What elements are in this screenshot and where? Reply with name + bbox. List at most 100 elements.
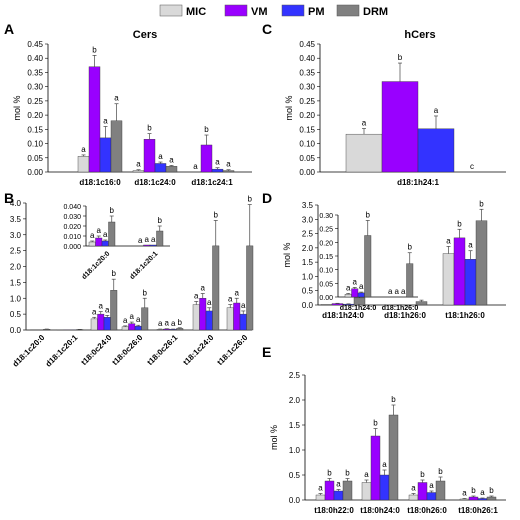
inset-bar-pm	[357, 292, 365, 298]
bar-mic	[320, 304, 333, 306]
inset-y-tick-label: 0.00	[319, 295, 333, 302]
bar-mic	[315, 494, 326, 501]
legend-swatch-drm	[336, 4, 360, 17]
bar-vm	[88, 66, 101, 173]
bar-pm	[154, 163, 167, 173]
bar-pm	[417, 128, 455, 173]
bar-pm	[211, 168, 224, 173]
y-tick-label: 0.20	[27, 111, 43, 120]
inset-y-tick-label: 0.040	[63, 204, 81, 211]
significance-letter: a	[235, 288, 240, 297]
bar-mic	[345, 133, 383, 173]
legend-label-mic: MIC	[186, 6, 206, 18]
bar-mic	[459, 498, 470, 501]
y-tick-label: 2.5	[302, 230, 314, 239]
bar-pm	[464, 259, 477, 306]
bar-pm	[169, 329, 177, 331]
inset-bar-drm	[108, 221, 116, 247]
y-tick-label: 0.0	[302, 301, 314, 310]
inset-bar-vm	[143, 244, 151, 247]
bar-mic	[121, 326, 129, 331]
bar-drm	[165, 166, 178, 173]
bar-pm	[205, 310, 213, 331]
legend-swatch-mic	[159, 4, 183, 17]
significance-letter: a	[193, 162, 198, 171]
bar-mic	[77, 156, 90, 173]
bar-vm	[233, 302, 241, 331]
panels: A Cers mol % 0.00 0.05 0.10 0.15 0.20 0.25 0.30 0.…	[4, 21, 506, 515]
y-tick-label: 0.40	[27, 54, 43, 63]
significance-letter: a	[158, 319, 163, 328]
y-axis-label: mol %	[282, 242, 292, 267]
y-tick-label: 3.5	[302, 201, 314, 210]
significance-letter: a	[105, 305, 110, 314]
bar-mic	[408, 494, 419, 501]
inset-y-tick-label: 0.20	[319, 240, 333, 247]
significance-letter: a	[194, 291, 199, 300]
y-tick-label: 2.0	[10, 263, 22, 272]
bar-mic	[226, 307, 234, 331]
bar-vm	[143, 139, 156, 173]
significance-letter: b	[489, 486, 494, 495]
category-label: t18:1c24:0	[181, 333, 215, 367]
inset-significance-letter: a	[138, 236, 143, 245]
inset-bar-drm	[156, 230, 164, 247]
bar-drm	[110, 120, 123, 173]
significance-letter: b	[391, 395, 396, 404]
significance-letter: a	[103, 116, 108, 125]
category-label: d18:1h24:1	[397, 178, 439, 187]
y-axis-label: mol %	[269, 425, 279, 450]
inset-bar-vm	[95, 237, 103, 247]
legend-swatch-vm	[224, 4, 248, 17]
significance-letter: b	[327, 469, 332, 478]
y-tick-label: 0.00	[299, 168, 315, 177]
significance-letter: b	[438, 467, 443, 476]
inset-y-tick-label: 0.030	[63, 214, 81, 221]
significance-letter: a	[165, 319, 170, 328]
significance-letter: a	[446, 236, 451, 245]
panel-title: Cers	[133, 29, 157, 41]
category-label: t18:0h24:0	[360, 506, 400, 515]
panel-letter: C	[262, 21, 272, 37]
y-tick-label: 1.0	[289, 446, 301, 455]
inset-y-tick-label: 0.010	[63, 234, 81, 241]
y-tick-label: 0.25	[299, 97, 315, 106]
significance-letter: a	[429, 481, 434, 490]
significance-letter: c	[470, 162, 474, 171]
significance-letter: a	[364, 470, 369, 479]
bar-pm	[426, 492, 437, 501]
inset-y-tick-label: 0.25	[319, 227, 333, 234]
bar-vm	[200, 144, 213, 173]
bar-mic	[192, 304, 200, 331]
inset-significance-letter: a	[90, 231, 95, 240]
y-tick-label: 2.5	[10, 247, 22, 256]
inset-bar-pm	[101, 240, 109, 247]
significance-letter: a	[434, 106, 439, 115]
significance-letter: a	[480, 488, 485, 497]
y-tick-label: 1.5	[302, 258, 314, 267]
y-tick-label: 0.0	[10, 326, 22, 335]
panel-letter: A	[4, 21, 14, 37]
y-tick-label: 0.10	[299, 140, 315, 149]
bar-vm	[324, 480, 335, 501]
legend-swatch-pm	[281, 4, 305, 17]
y-tick-label: 1.0	[302, 272, 314, 281]
y-axis-label: mol %	[284, 95, 294, 120]
inset-y-tick-label: 0.020	[63, 224, 81, 231]
bar-drm	[141, 307, 149, 331]
bar-drm	[435, 480, 446, 501]
significance-letter: b	[112, 269, 117, 278]
category-label: d18:1c24:0	[134, 178, 176, 187]
significance-letter: a	[136, 160, 141, 169]
inset-bar-mic	[88, 241, 96, 247]
legend-label-vm: VM	[251, 6, 268, 18]
inset-y-tick-label: 0.05	[319, 281, 333, 288]
y-tick-label: 2.5	[289, 371, 301, 380]
category-label: t18:0h26:0	[407, 506, 447, 515]
y-tick-label: 0.35	[299, 68, 315, 77]
category-label: d18:1h24:0	[322, 311, 364, 320]
y-tick-label: 0.15	[27, 125, 43, 134]
significance-letter: a	[411, 484, 416, 493]
significance-letter: a	[207, 298, 212, 307]
